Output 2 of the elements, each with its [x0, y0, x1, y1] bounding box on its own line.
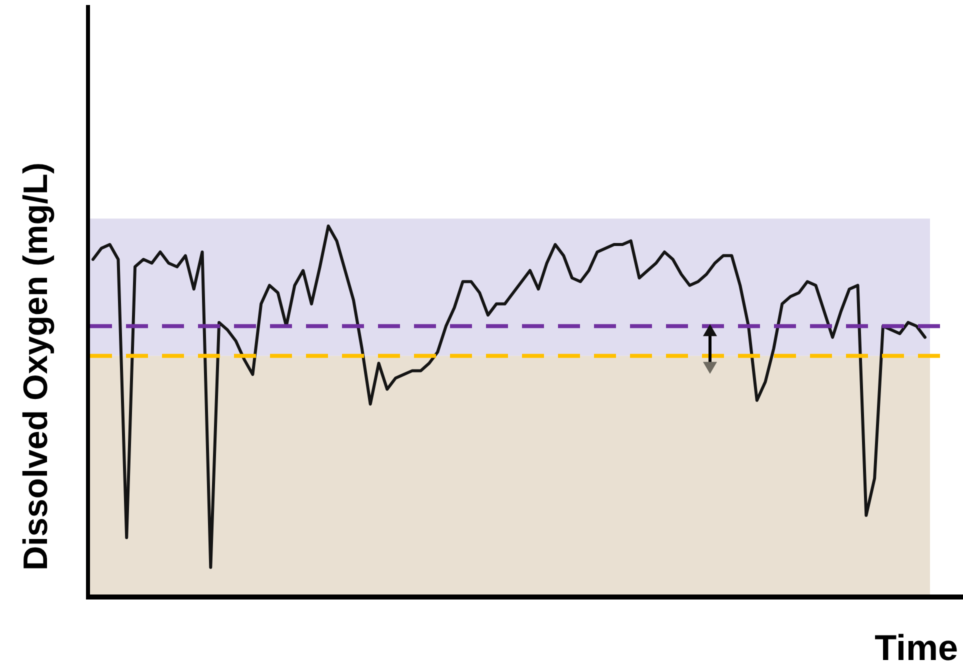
y-axis-title: Dissolved Oxygen (mg/L) — [17, 162, 55, 571]
x-axis-title: Time — [874, 627, 958, 665]
